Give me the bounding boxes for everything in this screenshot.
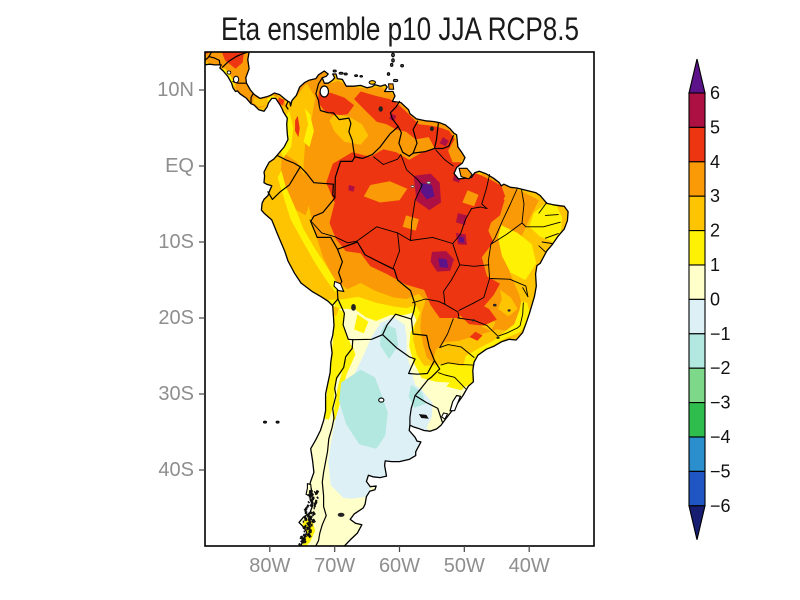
svg-text:Eta ensemble p10 JJA RCP8.5: Eta ensemble p10 JJA RCP8.5 (221, 11, 579, 47)
svg-text:40W: 40W (509, 555, 550, 577)
svg-text:−3: −3 (710, 393, 731, 413)
svg-text:6: 6 (710, 83, 720, 103)
svg-text:70W: 70W (314, 555, 355, 577)
svg-text:60W: 60W (379, 555, 420, 577)
svg-text:4: 4 (710, 152, 720, 172)
svg-text:0: 0 (710, 289, 720, 309)
svg-text:−2: −2 (710, 358, 731, 378)
svg-text:−4: −4 (710, 427, 731, 447)
svg-text:30S: 30S (158, 383, 194, 405)
svg-text:10S: 10S (158, 231, 194, 253)
svg-text:−1: −1 (710, 324, 731, 344)
svg-text:50W: 50W (444, 555, 485, 577)
svg-text:2: 2 (710, 221, 720, 241)
svg-text:−5: −5 (710, 461, 731, 481)
svg-text:80W: 80W (249, 555, 290, 577)
svg-text:EQ: EQ (165, 155, 194, 177)
svg-text:3: 3 (710, 186, 720, 206)
svg-text:40S: 40S (158, 459, 194, 481)
svg-text:5: 5 (710, 117, 720, 137)
svg-text:10N: 10N (157, 79, 194, 101)
svg-text:20S: 20S (158, 307, 194, 329)
svg-text:−6: −6 (710, 496, 731, 516)
svg-text:1: 1 (710, 255, 720, 275)
